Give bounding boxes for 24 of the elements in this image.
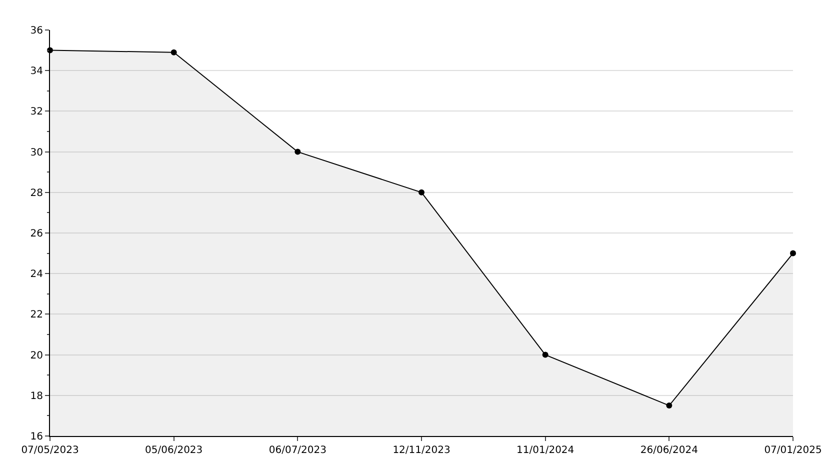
y-tick-label: 28	[30, 188, 43, 199]
x-tick-label: 26/06/2024	[640, 445, 698, 456]
y-tick-label: 30	[30, 147, 43, 158]
point	[418, 189, 424, 196]
x-tick-label: 06/07/2023	[268, 445, 326, 456]
y-tick-label: 26	[30, 228, 43, 240]
x-tick-label: 07/05/2023	[21, 445, 79, 456]
y-tick-label: 16	[30, 432, 43, 442]
x-tick-label: 05/06/2023	[145, 445, 203, 456]
y-tick-label: 24	[30, 269, 43, 280]
x-tick-label: 11/01/2024	[516, 445, 574, 456]
point	[170, 49, 177, 56]
point	[542, 352, 548, 358]
x-tick-label: 12/11/2023	[392, 445, 450, 456]
point	[790, 250, 796, 256]
y-tick-label: 18	[30, 390, 43, 402]
y-tick-label: 36	[30, 26, 43, 36]
y-tick-label: 22	[30, 310, 43, 321]
x-tick-label: 07/01/2025	[764, 445, 822, 456]
y-tick-label: 20	[30, 350, 43, 362]
point	[666, 402, 672, 409]
y-tick-label: 34	[30, 66, 43, 78]
y-tick-label: 32	[30, 106, 43, 118]
point	[294, 148, 301, 155]
